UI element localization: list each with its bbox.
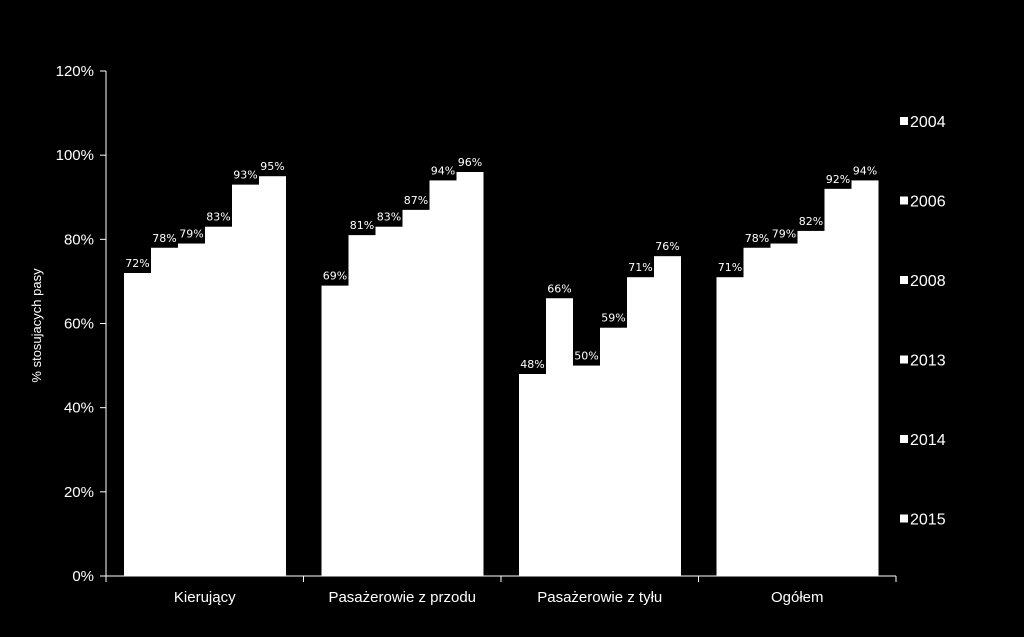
- data-label: 72%: [125, 257, 149, 270]
- data-label: 59%: [601, 312, 625, 325]
- legend-swatch: [900, 196, 908, 205]
- data-label: 76%: [655, 240, 679, 253]
- y-tick-label: 120%: [56, 63, 94, 80]
- data-label: 92%: [826, 173, 850, 186]
- legend-label: 2014: [910, 432, 946, 449]
- bar-2015-2: [456, 172, 484, 576]
- bar-2008-3: [573, 365, 600, 576]
- bar-2004-1: [124, 273, 151, 576]
- legend-label: 2006: [910, 194, 946, 211]
- bar-2015-1: [259, 176, 286, 577]
- legend-swatch: [900, 276, 908, 284]
- bar-2006-3: [546, 298, 573, 576]
- bar-2004-3: [519, 374, 546, 576]
- legend-swatch: [900, 435, 908, 443]
- y-tick-label: 100%: [56, 147, 94, 164]
- bar-2004-2: [321, 285, 349, 576]
- bar-2008-1: [178, 243, 205, 576]
- legend-label: 2004: [910, 114, 946, 131]
- data-label: 96%: [458, 156, 482, 169]
- y-tick-label: 40%: [64, 400, 94, 417]
- bar-2014-3: [627, 277, 654, 576]
- data-label: 66%: [547, 282, 571, 295]
- data-label: 79%: [772, 228, 796, 241]
- data-label: 81%: [350, 219, 374, 232]
- y-tick-label: 20%: [64, 484, 94, 501]
- bar-2013-4: [797, 230, 825, 576]
- y-tick-label: 80%: [64, 231, 94, 248]
- data-label: 79%: [179, 228, 203, 241]
- bar-2006-4: [743, 247, 771, 576]
- x-category-label: Pasażerowie z przodu: [328, 589, 476, 606]
- data-label: 87%: [404, 194, 428, 207]
- bar-2014-1: [232, 184, 259, 576]
- data-label: 71%: [718, 261, 742, 274]
- bar-2008-2: [375, 226, 403, 577]
- bar-2004-4: [716, 277, 744, 576]
- x-category-label: Ogółem: [771, 589, 824, 606]
- legend-label: 2015: [910, 512, 946, 529]
- legend-swatch: [900, 355, 908, 364]
- bar-2014-2: [429, 180, 457, 576]
- data-label: 78%: [745, 232, 769, 245]
- data-label: 50%: [574, 350, 598, 363]
- bar-2015-4: [851, 180, 879, 576]
- bar-2013-3: [600, 327, 627, 576]
- data-label: 69%: [323, 270, 347, 283]
- data-label: 48%: [520, 358, 544, 371]
- y-tick-label: 60%: [64, 316, 94, 333]
- data-label: 93%: [233, 169, 257, 182]
- data-label: 82%: [799, 215, 823, 228]
- bar-2008-4: [770, 243, 798, 576]
- data-label: 94%: [431, 164, 455, 177]
- bar-2015-3: [654, 256, 681, 576]
- x-category-label: Pasażerowie z tyłu: [537, 589, 662, 606]
- data-label: 83%: [206, 211, 230, 224]
- bar-2006-2: [348, 235, 376, 576]
- data-label: 95%: [260, 160, 284, 173]
- legend-label: 2008: [910, 273, 946, 290]
- x-category-label: Kierujący: [174, 589, 236, 606]
- bar-2014-4: [824, 188, 852, 577]
- legend-swatch: [900, 117, 908, 125]
- data-label: 94%: [853, 164, 877, 177]
- data-label: 71%: [628, 261, 652, 274]
- bar-2013-2: [402, 209, 430, 576]
- data-label: 83%: [377, 211, 401, 224]
- bar-2013-1: [205, 226, 232, 577]
- bar-2006-1: [151, 247, 178, 576]
- data-label: 78%: [152, 232, 176, 245]
- legend-label: 2013: [910, 353, 946, 370]
- y-tick-label: 0%: [72, 568, 94, 585]
- legend-swatch: [900, 514, 908, 523]
- y-axis-title: % stosujacych pasy: [29, 268, 44, 383]
